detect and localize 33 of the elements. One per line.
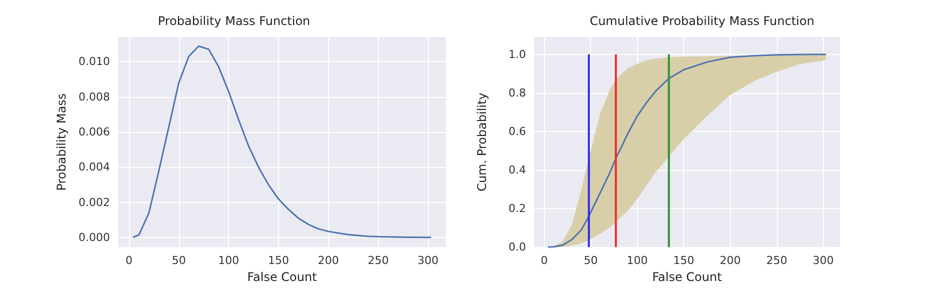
x-axis-title: False Count [247, 270, 318, 284]
y-tick-label: 0.8 [508, 86, 526, 100]
x-tick-label: 0 [540, 254, 548, 268]
x-tick-label: 250 [368, 254, 389, 268]
y-tick-label: 0.006 [78, 126, 110, 139]
x-tick-label: 100 [626, 254, 648, 268]
y-axis-title: Cum. Probability [475, 92, 489, 192]
x-tick-label: 250 [766, 254, 788, 268]
chart-title: Cumulative Probability Mass Function [590, 14, 814, 28]
y-axis-title: Probability Mass [54, 93, 69, 191]
y-tick-label: 0.004 [78, 160, 110, 174]
line-series [132, 45, 432, 238]
x-tick-label: 300 [418, 254, 439, 268]
x-tick-label: 100 [218, 254, 240, 268]
x-tick-label: 200 [318, 254, 339, 268]
y-tick-label: 1.0 [508, 48, 526, 61]
x-axis-title: False Count [652, 270, 722, 284]
y-tick-label: 0.002 [78, 196, 110, 209]
y-tick-label: 0.010 [78, 55, 110, 68]
x-tick-label: 200 [720, 254, 741, 268]
x-tick-label: 300 [812, 254, 834, 268]
x-tick-label: 50 [584, 254, 598, 268]
x-tick-label: 150 [673, 254, 694, 268]
y-tick-label: 0.000 [78, 231, 110, 244]
y-tick-label: 0.0 [508, 240, 526, 254]
y-tick-label: 0.6 [508, 124, 526, 138]
x-tick-label: 0 [125, 254, 132, 268]
y-tick-label: 0.4 [508, 164, 526, 176]
x-tick-label: 50 [172, 254, 186, 268]
x-tick-label: 150 [268, 254, 290, 268]
chart-title: Probability Mass Function [158, 14, 310, 28]
y-tick-label: 0.2 [508, 202, 526, 216]
y-tick-label: 0.008 [78, 90, 110, 104]
